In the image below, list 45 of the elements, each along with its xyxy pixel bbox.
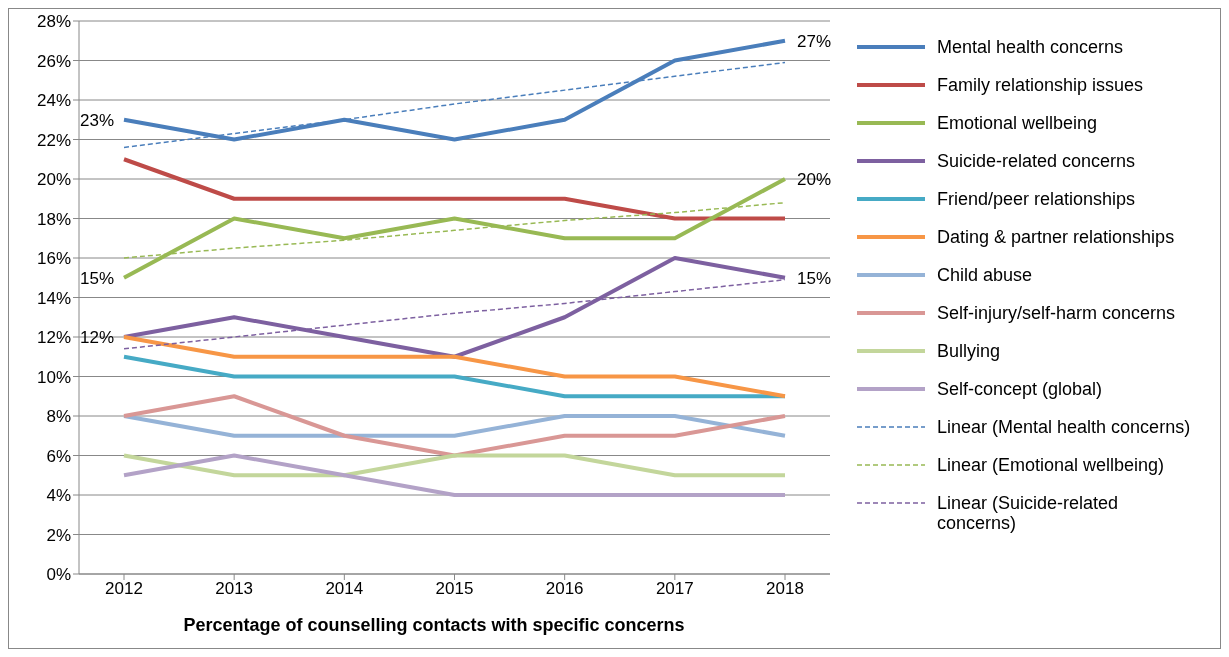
y-tick-label: 14% xyxy=(36,288,71,308)
y-tick-label: 24% xyxy=(36,91,71,111)
y-tick-label: 22% xyxy=(36,130,71,150)
legend-label: Linear (Suicide-related concerns) xyxy=(937,493,1120,533)
legend-label: Emotional wellbeing xyxy=(937,113,1099,133)
y-tick-label: 12% xyxy=(36,328,71,348)
data-label: 27% xyxy=(797,31,832,51)
y-tick-label: 6% xyxy=(46,446,71,466)
y-tick-label: 26% xyxy=(36,51,71,71)
data-label: 15% xyxy=(797,268,832,288)
legend-label: Suicide-related concerns xyxy=(937,151,1137,171)
x-tick-label: 2015 xyxy=(435,579,474,599)
line-series xyxy=(122,177,787,280)
y-tick-label: 0% xyxy=(46,565,71,585)
y-tick-label: 2% xyxy=(46,525,71,545)
legend-label: Family relationship issues xyxy=(937,75,1145,95)
legend-label: Dating & partner relationships xyxy=(937,227,1176,247)
legend-label: Bullying xyxy=(937,341,1002,361)
y-tick-label: 10% xyxy=(36,367,71,387)
x-tick-label: 2017 xyxy=(655,579,694,599)
y-tick-label: 28% xyxy=(36,12,71,32)
legend-label: Mental health concerns xyxy=(937,37,1125,57)
y-tick-label: 18% xyxy=(36,209,71,229)
legend-label: Self-concept (global) xyxy=(937,379,1104,399)
x-tick-label: 2018 xyxy=(766,579,804,599)
y-tick-label: 4% xyxy=(46,486,71,506)
legend-label: Self-injury/self-harm concerns xyxy=(937,303,1177,323)
y-tick-label: 8% xyxy=(46,407,71,427)
x-tick-label: 2012 xyxy=(105,579,143,599)
x-tick-label: 2013 xyxy=(215,579,254,599)
line-series xyxy=(122,335,787,399)
x-axis-title: Percentage of counselling contacts with specific concerns xyxy=(182,615,686,636)
legend-label: Friend/peer relationships xyxy=(937,189,1137,209)
legend-label: Linear (Mental health concerns) xyxy=(937,417,1192,437)
x-tick-label: 2014 xyxy=(325,579,364,599)
data-label: 20% xyxy=(797,170,832,189)
legend-label: Linear (Emotional wellbeing) xyxy=(937,455,1166,475)
y-tick-label: 16% xyxy=(36,249,71,269)
x-tick-label: 2016 xyxy=(545,579,584,599)
legend-label: Child abuse xyxy=(937,265,1034,285)
y-tick-label: 20% xyxy=(36,170,71,190)
data-label: 12% xyxy=(79,328,114,347)
data-label: 23% xyxy=(79,110,114,130)
line-series xyxy=(122,394,787,458)
data-label: 15% xyxy=(79,268,114,288)
